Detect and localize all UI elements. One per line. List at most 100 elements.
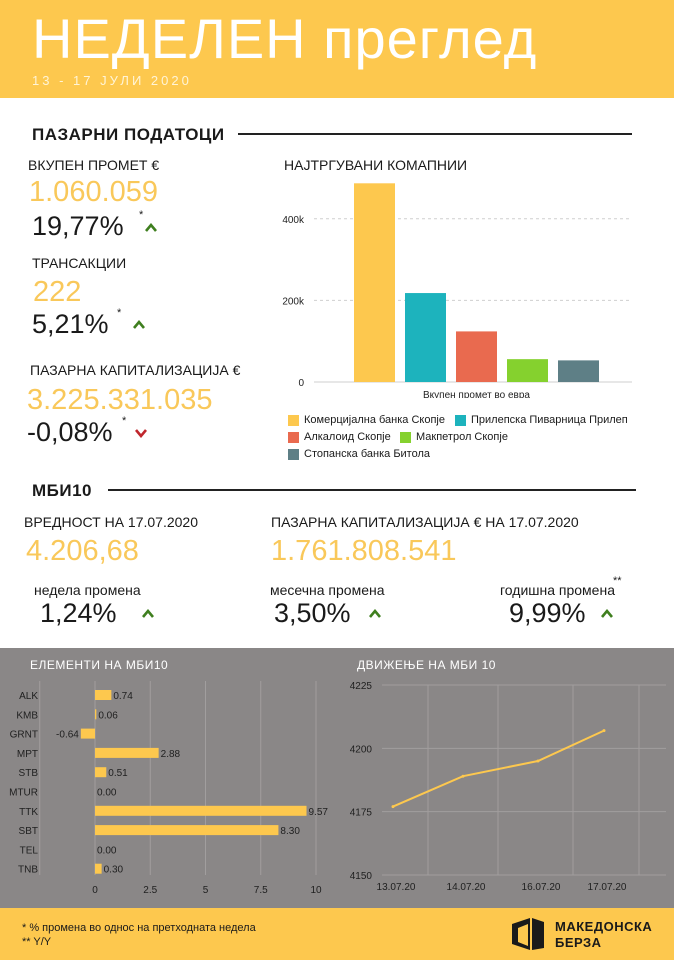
cap-down-icon bbox=[135, 429, 147, 438]
elements-bar bbox=[95, 747, 159, 758]
companies-bar bbox=[507, 359, 548, 382]
index-xtick-label: 14.07.20 bbox=[447, 882, 486, 893]
turnover-star: * bbox=[139, 209, 144, 221]
mbi-cap-value: 1.761.808.541 bbox=[271, 535, 457, 567]
monthly-change-label: месечна промена bbox=[270, 582, 385, 598]
exchange-logo-icon bbox=[512, 918, 544, 950]
companies-chart: 0 200k 400k Вкупен промет во евра bbox=[282, 183, 632, 398]
logo-line-2: БЕРЗА bbox=[555, 935, 602, 950]
index-point bbox=[391, 805, 395, 809]
elements-category-label: MPT bbox=[17, 749, 38, 760]
legend-swatch bbox=[288, 414, 299, 426]
elements-value-label: 0.00 bbox=[97, 788, 117, 799]
legend-label: Стопанска банка Битола bbox=[304, 448, 431, 460]
mbi-value: 4.206,68 bbox=[26, 535, 139, 567]
legend-label: Прилепска Пиварница Прилеп bbox=[471, 414, 628, 426]
turnover-up-icon bbox=[145, 223, 157, 232]
elements-xtick-label: 5 bbox=[203, 885, 209, 896]
companies-xlabel: Вкупен промет во евра bbox=[423, 390, 530, 398]
header-banner: НЕДЕЛЕН преглед 13 - 17 ЈУЛИ 2020 bbox=[0, 0, 674, 98]
index-xtick-label: 13.07.20 bbox=[377, 882, 416, 893]
footnote-yoy: ** Y/Y bbox=[22, 936, 52, 948]
date-range: 13 - 17 ЈУЛИ 2020 bbox=[32, 73, 192, 88]
elements-value-label: 0.06 bbox=[98, 710, 118, 721]
monthly-up-icon bbox=[369, 609, 381, 618]
turnover-value: 1.060.059 bbox=[29, 176, 159, 208]
index-chart-title: ДВИЖЕЊЕ НА МБИ 10 bbox=[357, 658, 496, 672]
elements-value-label: 9.57 bbox=[308, 807, 328, 818]
companies-ytick-label: 200k bbox=[282, 296, 305, 307]
footer-band bbox=[0, 908, 674, 960]
elements-value-label: -0.64 bbox=[56, 730, 79, 741]
elements-chart-title: ЕЛЕМЕНТИ НА МБИ10 bbox=[30, 658, 169, 672]
elements-bar bbox=[95, 767, 107, 778]
exchange-logo-text: МАКЕДОНСКА БЕРЗА bbox=[555, 919, 652, 951]
mbi-cap-label: ПАЗАРНА КАПИТАЛИЗАЦИЈА € НА 17.07.2020 bbox=[271, 514, 579, 530]
market-section-rule bbox=[238, 133, 632, 135]
elements-xtick-label: 7.5 bbox=[254, 885, 268, 896]
companies-legend-item: Стопанска банка Битола bbox=[288, 448, 430, 460]
elements-value-label: 2.88 bbox=[161, 749, 181, 760]
mbi-section-rule bbox=[108, 489, 636, 491]
elements-category-label: MTUR bbox=[9, 788, 38, 799]
companies-legend-item: Комерцијална банка Скопје bbox=[288, 414, 445, 426]
legend-label: Макпетрол Скопје bbox=[416, 431, 508, 443]
companies-legend-item: Алкалоид Скопје bbox=[288, 431, 391, 443]
cap-label: ПАЗАРНА КАПИТАЛИЗАЦИЈА € bbox=[30, 362, 241, 378]
elements-category-label: TTK bbox=[19, 807, 38, 818]
cap-change: -0,08% bbox=[27, 417, 113, 447]
companies-legend-item: Прилепска Пиварница Прилеп bbox=[455, 414, 628, 426]
index-chart: 4150 4175 4200 4225 13.07.20 14.07.20 16.07.20… bbox=[350, 681, 666, 893]
index-ytick-label: 4200 bbox=[350, 744, 373, 755]
index-point bbox=[461, 774, 465, 778]
weekly-up-icon bbox=[142, 609, 154, 618]
yearly-change-value: 9,99% bbox=[509, 598, 586, 628]
elements-value-label: 0.00 bbox=[97, 845, 117, 856]
turnover-label: ВКУПЕН ПРОМЕТ € bbox=[28, 157, 160, 173]
index-ytick-label: 4225 bbox=[350, 681, 373, 692]
elements-xtick-label: 10 bbox=[310, 885, 322, 896]
elements-category-label: SBT bbox=[19, 826, 38, 837]
index-xtick-label: 17.07.20 bbox=[588, 882, 627, 893]
elements-bar bbox=[95, 825, 279, 836]
companies-ytick-label: 400k bbox=[282, 215, 305, 226]
legend-label: Комерцијална банка Скопје bbox=[304, 414, 445, 426]
transactions-up-icon bbox=[133, 320, 145, 329]
elements-bar bbox=[95, 690, 112, 700]
elements-value-label: 0.30 bbox=[104, 865, 124, 876]
footnote-weekly: * % промена во однос на претходната неде… bbox=[22, 922, 256, 934]
turnover-change: 19,77% bbox=[32, 211, 124, 241]
legend-swatch bbox=[288, 448, 299, 460]
elements-bar bbox=[80, 728, 95, 739]
companies-bar bbox=[354, 183, 395, 382]
page-title: НЕДЕЛЕН преглед bbox=[32, 7, 538, 70]
weekly-change-value: 1,24% bbox=[40, 598, 117, 628]
elements-category-label: STB bbox=[19, 768, 39, 779]
companies-bar bbox=[456, 331, 497, 382]
legend-swatch bbox=[288, 431, 299, 443]
mbi-section-title: МБИ10 bbox=[32, 481, 93, 500]
companies-bar bbox=[558, 360, 599, 382]
legend-swatch bbox=[400, 431, 411, 443]
elements-xtick-label: 0 bbox=[92, 885, 98, 896]
index-point bbox=[602, 729, 606, 733]
elements-bar bbox=[95, 805, 307, 816]
elements-category-label: TEL bbox=[20, 845, 39, 856]
elements-category-label: GRNT bbox=[10, 730, 38, 741]
weekly-change-label: недела промена bbox=[34, 582, 141, 598]
transactions-label: ТРАНСАКЦИИ bbox=[32, 255, 127, 271]
companies-bar bbox=[405, 293, 446, 382]
index-series-line bbox=[392, 729, 605, 808]
elements-value-label: 8.30 bbox=[280, 826, 300, 837]
monthly-change-value: 3,50% bbox=[274, 598, 351, 628]
elements-category-label: ALK bbox=[19, 691, 38, 702]
yearly-change-label: годишна промена bbox=[500, 582, 615, 598]
index-point bbox=[536, 759, 540, 763]
transactions-star: * bbox=[117, 307, 122, 319]
cap-value: 3.225.331.035 bbox=[27, 384, 213, 416]
yearly-star: ** bbox=[613, 575, 622, 587]
elements-bar bbox=[95, 863, 102, 874]
companies-ytick-label: 0 bbox=[298, 378, 304, 389]
elements-value-label: 0.74 bbox=[113, 691, 133, 702]
legend-swatch bbox=[455, 414, 466, 426]
